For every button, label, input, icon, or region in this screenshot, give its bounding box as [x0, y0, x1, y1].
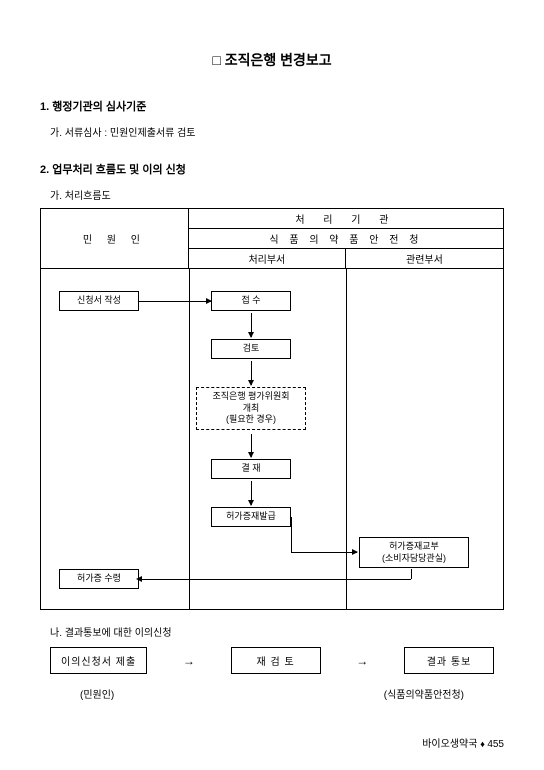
node-approve: 결 재	[211, 459, 291, 479]
flowchart-container: 민 원 인 처 리 기 관 식 품 의 약 품 안 전 청 처리부서 관련부서 …	[40, 208, 504, 610]
flowchart-body: 신청서 작성 허가증 수령 접 수 검토 조직은행 평가위원회 개최 (필요한 …	[41, 269, 503, 609]
arrow-icon: →	[183, 654, 195, 668]
node-review: 검토	[211, 339, 291, 359]
node-collect: 허가증 수령	[59, 569, 139, 589]
header-kfda: 식 품 의 약 품 안 전 청	[189, 229, 503, 249]
objection-row: 이의신청서 제출 → 재 검 토 → 결과 통보	[40, 647, 504, 674]
label-kfda: (식품의약품안전청)	[384, 686, 464, 701]
node-deliver: 허가증재교부 (소비자담당관실)	[359, 537, 469, 568]
label-applicant: (민원인)	[80, 686, 114, 701]
footer-dept: 바이오생약국	[422, 739, 477, 750]
section2-label-a: 가. 처리흐름도	[50, 187, 504, 202]
objection-labels: (민원인) (식품의약품안전청)	[40, 686, 504, 701]
section1-item-a: 가. 서류심사 : 민원인제출서류 검토	[50, 124, 504, 139]
arrowhead-left	[136, 576, 142, 582]
divider-1	[189, 269, 190, 609]
arrow-review-committee	[251, 361, 252, 385]
objection-box-submit: 이의신청서 제출	[50, 647, 147, 674]
section1-heading: 1. 행정기관의 심사기준	[40, 98, 504, 114]
footer-page: 455	[487, 739, 504, 750]
connector-v2	[411, 569, 412, 579]
page-title: □ 조직은행 변경보고	[40, 50, 504, 70]
flowchart-header: 민 원 인 처 리 기 관 식 품 의 약 품 안 전 청 처리부서 관련부서	[41, 209, 503, 269]
node-receive: 접 수	[211, 291, 291, 311]
header-dept1: 처리부서	[189, 249, 346, 268]
node-issue: 허가증재발급	[211, 507, 291, 527]
arrow-icon: →	[356, 654, 368, 668]
section2-label-b: 나. 결과통보에 대한 이의신청	[50, 624, 504, 639]
arrow-issue-deliver	[291, 552, 357, 553]
connector-v1	[291, 517, 292, 552]
page-footer: 바이오생약국 ♦ 455	[422, 735, 504, 750]
divider-2	[346, 269, 347, 609]
node-committee: 조직은행 평가위원회 개최 (필요한 경우)	[196, 387, 306, 430]
header-agency: 처 리 기 관	[189, 209, 503, 229]
header-dept2: 관련부서	[346, 249, 503, 268]
arrow-apply-receive	[139, 301, 211, 302]
arrow-committee-approve	[251, 434, 252, 457]
section2-heading: 2. 업무처리 흐름도 및 이의 신청	[40, 161, 504, 177]
arrow-approve-issue	[251, 481, 252, 505]
objection-box-review: 재 검 토	[231, 647, 321, 674]
node-apply: 신청서 작성	[59, 291, 139, 311]
header-applicant: 민 원 인	[41, 209, 189, 268]
connector-h1	[139, 579, 411, 580]
arrow-receive-review	[251, 313, 252, 337]
objection-box-notify: 결과 통보	[404, 647, 494, 674]
